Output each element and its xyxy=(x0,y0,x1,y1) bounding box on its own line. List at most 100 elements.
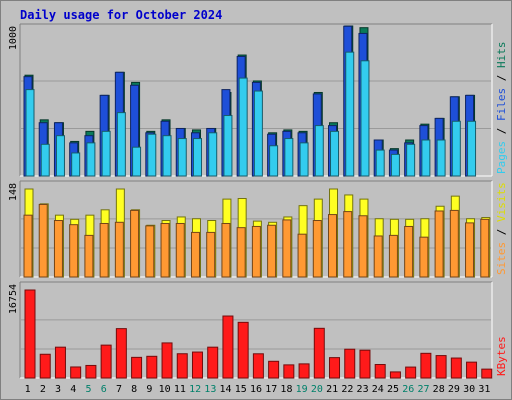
svg-text:Sites / Visits: Sites / Visits xyxy=(495,182,508,275)
day-label-24: 24 xyxy=(372,384,384,395)
bar-sites-day-30 xyxy=(465,222,475,278)
bar-sites-day-27 xyxy=(419,236,429,278)
bar-kbytes-day-5 xyxy=(85,364,97,379)
bar-sites-day-4 xyxy=(69,224,79,278)
legend-separator: / xyxy=(495,121,508,141)
day-label-28: 28 xyxy=(433,384,445,395)
bar-pages-day-21 xyxy=(330,130,340,177)
bar-pages-day-6 xyxy=(101,130,111,177)
bar-sites-day-11 xyxy=(175,222,185,278)
bar-kbytes-day-14 xyxy=(222,315,234,379)
bar-pages-day-10 xyxy=(162,135,172,177)
bar-pages-day-2 xyxy=(40,143,50,177)
bar-kbytes-day-17 xyxy=(268,360,280,379)
bar-pages-day-30 xyxy=(467,120,477,177)
bar-sites-day-26 xyxy=(404,225,414,278)
day-label-30: 30 xyxy=(463,384,475,395)
bar-sites-day-29 xyxy=(449,209,459,278)
bar-kbytes-day-26 xyxy=(405,366,417,379)
day-label-17: 17 xyxy=(265,384,277,395)
bar-sites-day-1 xyxy=(23,214,33,278)
day-label-15: 15 xyxy=(235,384,247,395)
bar-pages-day-22 xyxy=(345,51,355,177)
bar-pages-day-15 xyxy=(238,77,248,177)
bar-sites-day-23 xyxy=(358,215,368,278)
day-label-16: 16 xyxy=(250,384,262,395)
legend-separator: / xyxy=(495,222,508,242)
panel-axis-legend: KBytes xyxy=(495,336,508,376)
bar-sites-day-2 xyxy=(38,203,48,278)
bar-sites-day-3 xyxy=(53,220,63,278)
bar-kbytes-day-9 xyxy=(146,355,158,379)
legend-hits: Hits xyxy=(495,42,508,69)
panel-max-label: 1000 xyxy=(8,26,19,50)
day-label-12: 12 xyxy=(189,384,201,395)
bar-pages-day-17 xyxy=(269,145,279,177)
bar-sites-day-13 xyxy=(206,231,216,278)
panel-kbytes: 16754 KBytes xyxy=(8,281,508,379)
legend-sites: Sites xyxy=(495,242,508,275)
day-label-31: 31 xyxy=(478,384,490,395)
panel-max-label: 148 xyxy=(8,183,19,201)
bar-pages-day-28 xyxy=(436,139,446,177)
bar-kbytes-day-12 xyxy=(191,351,203,379)
bar-kbytes-day-1 xyxy=(24,289,36,379)
day-label-13: 13 xyxy=(204,384,216,395)
bar-sites-day-25 xyxy=(388,234,398,278)
bar-sites-day-28 xyxy=(434,210,444,278)
bar-pages-day-27 xyxy=(421,139,431,177)
panel-axis-legend: Sites / Visits xyxy=(495,182,508,275)
day-label-5: 5 xyxy=(86,384,92,395)
bar-kbytes-day-8 xyxy=(131,356,143,379)
bar-kbytes-day-29 xyxy=(450,357,462,379)
bar-pages-day-7 xyxy=(116,112,126,177)
legend-separator: / xyxy=(495,68,508,88)
day-label-1: 1 xyxy=(25,384,31,395)
panel-visits-sites: 148 Sites / Visits xyxy=(8,180,508,278)
bar-sites-day-17 xyxy=(267,224,277,278)
bar-kbytes-day-11 xyxy=(176,353,188,379)
bar-sites-day-16 xyxy=(251,225,261,278)
bar-pages-day-8 xyxy=(132,146,142,177)
svg-text:KBytes: KBytes xyxy=(495,336,508,376)
day-label-20: 20 xyxy=(311,384,323,395)
bar-kbytes-day-3 xyxy=(54,346,66,379)
bar-sites-day-22 xyxy=(343,211,353,278)
series-kbytes xyxy=(24,289,493,379)
day-label-26: 26 xyxy=(402,384,414,395)
bar-pages-day-5 xyxy=(86,142,96,177)
bar-sites-day-14 xyxy=(221,222,231,278)
bar-pages-day-23 xyxy=(360,60,370,177)
bar-pages-day-1 xyxy=(25,89,35,177)
bar-sites-day-18 xyxy=(282,219,292,278)
bar-kbytes-day-21 xyxy=(329,357,341,379)
bar-kbytes-day-6 xyxy=(100,344,112,379)
day-label-21: 21 xyxy=(326,384,338,395)
bar-pages-day-19 xyxy=(299,142,309,177)
bar-kbytes-day-27 xyxy=(420,352,432,379)
bar-pages-day-16 xyxy=(253,90,263,177)
bar-kbytes-day-10 xyxy=(161,342,173,379)
bar-kbytes-day-13 xyxy=(207,346,219,379)
legend-visits: Visits xyxy=(495,182,508,222)
bar-sites-day-7 xyxy=(114,221,124,278)
bar-kbytes-day-18 xyxy=(283,364,295,379)
day-label-2: 2 xyxy=(40,384,46,395)
legend-kbytes: KBytes xyxy=(495,336,508,376)
bar-pages-day-18 xyxy=(284,138,294,177)
bar-kbytes-day-31 xyxy=(481,368,493,379)
bar-sites-day-19 xyxy=(297,233,307,278)
bar-kbytes-day-4 xyxy=(70,366,82,379)
bar-kbytes-day-23 xyxy=(359,349,371,379)
bar-sites-day-12 xyxy=(190,231,200,278)
day-label-10: 10 xyxy=(159,384,171,395)
bar-pages-day-4 xyxy=(71,152,81,177)
panel-max-label: 16754 xyxy=(8,284,19,314)
panel-axis-legend: Pages / Files / Hits xyxy=(495,42,508,175)
bar-kbytes-day-28 xyxy=(435,355,447,379)
day-label-8: 8 xyxy=(131,384,137,395)
bar-pages-day-14 xyxy=(223,115,233,177)
bar-sites-day-9 xyxy=(145,225,155,278)
series-sites xyxy=(23,203,490,278)
